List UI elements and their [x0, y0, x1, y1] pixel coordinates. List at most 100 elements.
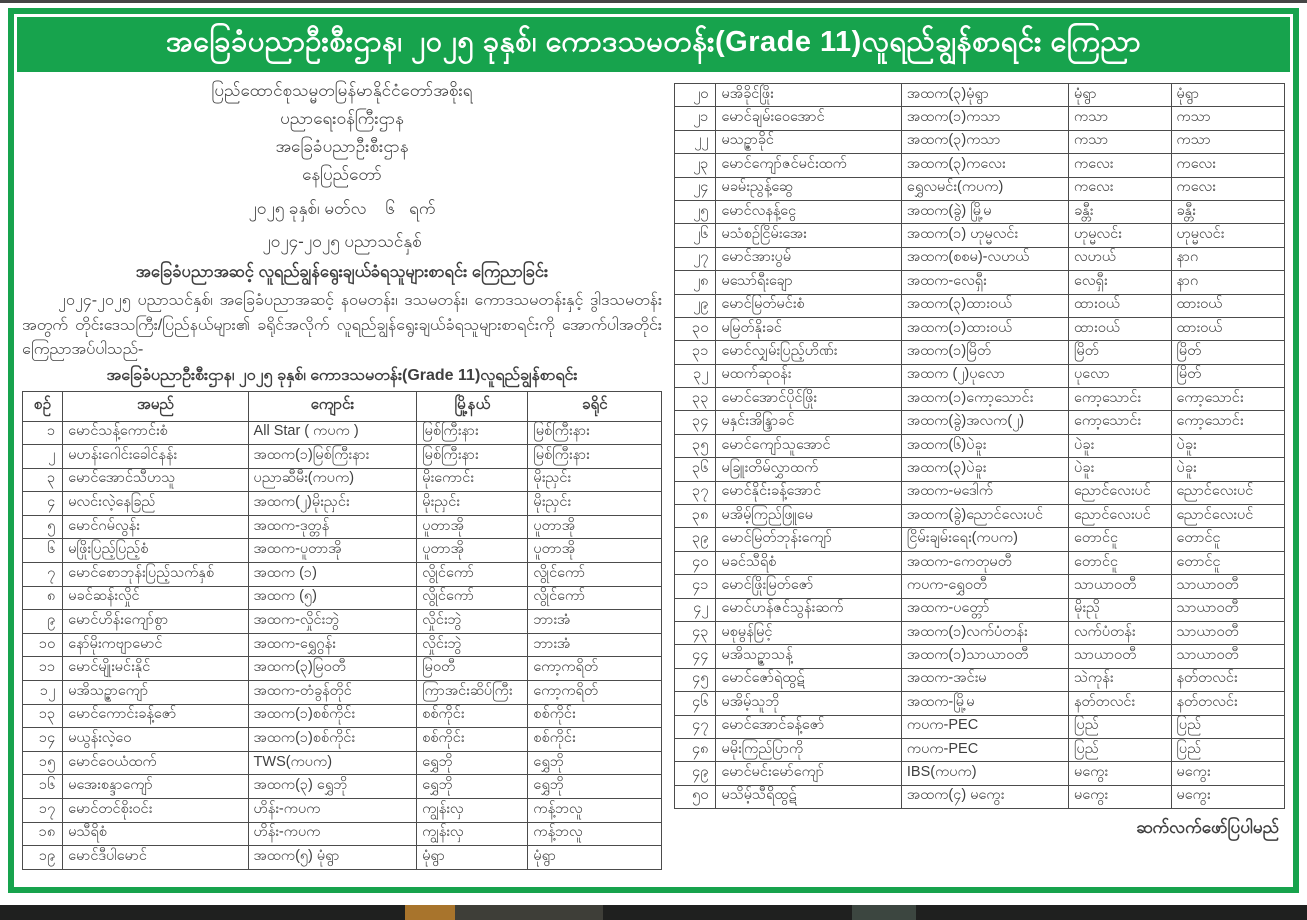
- cell-township: ထားဝယ်: [1068, 293, 1172, 318]
- table-row: ၄၄ မအိသဉ္ဇာသန့် အထက(၁)သာယာဝတီ သာယာဝတီ သာယာဝတ…: [673, 644, 1285, 669]
- table-row: ၂၃ မောင်ကျော်ဇင်မင်းထက် အထက(၃)ကလေး ကလေး ကလေး: [673, 153, 1285, 178]
- cell-no: ၄၄: [673, 644, 717, 669]
- cell-district: မကွေး: [1170, 784, 1285, 810]
- cell-township: မြစ်ကြီးနား: [416, 420, 529, 446]
- cell-school: အထက-ပတ္တော်: [900, 597, 1070, 622]
- cell-no: ၃၀: [673, 316, 717, 342]
- table-row: ၃မောင်အောင်သီဟသူ ပညာဆီမီး(ကပက) မိုးကောင်းမ…: [21, 467, 662, 493]
- table-row: ၂၂ မသဉ္ဇာခိုင် အထက(၃)ကသာ ကသာ ကသာ: [673, 129, 1285, 155]
- cell-township: လွိုင်ကော်: [416, 562, 529, 587]
- cell-school: အထက-လှိုင်းဘွဲ: [247, 609, 418, 634]
- letterhead: ပြည်ထောင်စုသမ္မတမြန်မာနိုင်ငံတော်အစိုးရပ…: [22, 77, 662, 189]
- cell-no: ၁၉: [21, 845, 64, 870]
- cell-township: မိုးညှင်း: [416, 491, 529, 516]
- cell-name: မခြူးတိမ်လွှာထက်: [715, 457, 902, 482]
- cell-school: အထက(၁) ဟုမ္မလင်း: [900, 223, 1070, 248]
- table-title: အခြေခံပညာဦးစီးဌာန၊ ၂၀၂၅ ခုနှစ်၊ ကောဒသမတန…: [106, 366, 578, 384]
- cell-no: ၂၂: [673, 129, 717, 155]
- cell-school: အထက(၃)မြဝတီ: [247, 656, 418, 682]
- cell-township: ပြည်: [1068, 714, 1172, 739]
- academic-year-line: ၂၀၂၄-၂၀၂၅ ပညာသင်နှစ်: [262, 232, 422, 251]
- cell-district: စစ်ကိုင်း: [527, 703, 662, 729]
- cell-township: လက်ပံတန်း: [1068, 620, 1172, 646]
- cell-name: မဖြိုးပြည့်ပြည့်စံ: [62, 538, 249, 564]
- cell-name: မလင်းလဲ့နေခြည်: [62, 491, 249, 516]
- cell-township: စစ်ကိုင်း: [416, 703, 529, 729]
- cell-name: မအိသဉ္ဇာသန့်: [715, 644, 902, 669]
- cell-school: အထက(၃)မုံရွာ: [900, 82, 1070, 108]
- cell-district: မုံရွာ: [527, 845, 662, 870]
- letterhead-line: အခြေခံပညာဦးစီးဌာန: [275, 137, 409, 156]
- cell-township: ရွှေဘို: [416, 750, 529, 776]
- cell-district: စစ်ကိုင်း: [527, 727, 662, 752]
- cell-school: ကပက-PEC: [900, 737, 1070, 763]
- cell-name: မောင်ဝေယံထက်: [62, 750, 249, 776]
- column-header: မြို့နယ်: [416, 390, 529, 422]
- cell-school: အထက(၁)လက်ပံတန်း: [900, 620, 1070, 646]
- cell-school: အထက(၂)မိုးညှင်း: [247, 491, 418, 516]
- cell-name: မခင်ဆန်းလှိုင်: [62, 585, 249, 611]
- cell-no: ၁၁: [21, 656, 64, 682]
- cell-school: အထက(၆)ပဲခူး: [900, 433, 1070, 459]
- cell-name: မောင်ကောင်းခန့်ဇော်: [62, 703, 249, 729]
- cell-name: မယွန်းလဲ့ဝေ: [62, 727, 249, 752]
- cell-township: ရွှေဘို: [416, 774, 529, 799]
- cell-name: မသိမ့်သီရိထွဋ်: [715, 784, 902, 810]
- cell-township: ပဲခူး: [1068, 457, 1172, 482]
- cell-no: ၂၉: [673, 293, 717, 318]
- document-content: ပြည်ထောင်စုသမ္မတမြန်မာနိုင်ငံတော်အစိုးရပ…: [14, 75, 1293, 870]
- table-row: ၄၉ မောင်မင်းမော်ကျော် IBS(ကပက) မကွေး မကွေး: [673, 761, 1285, 786]
- cell-district: ကလေး: [1170, 153, 1285, 178]
- title-banner: အခြေခံပညာဦးစီးဌာန၊ ၂၀၂၅ ခုနှစ်၊ ကောဒသမတန…: [17, 17, 1290, 72]
- cell-no: ၂: [21, 444, 64, 469]
- cell-district: နာဂ: [1170, 270, 1285, 295]
- table-row: ၃၂ မထက်ဆုဝန်း အထက (၂)ပုလော ပုလော မြိတ်: [673, 363, 1285, 389]
- cell-school: အထက(၄) မကွေး: [900, 784, 1070, 810]
- table-row: ၃၄ မနှင်းအိန္ဒြာခင် အထက(ခွဲ)အလက(၂) ကော့သောင…: [673, 410, 1285, 435]
- date-line: ၂၀၂၅ ခုနှစ်၊ မတ်လ ၆ ရက်: [248, 199, 436, 218]
- cell-name: မောင်အောင်ပိုင်ဖြိုး: [715, 387, 902, 412]
- cell-township: မကွေး: [1068, 761, 1172, 786]
- cell-name: မောင်ဟန်ဇင်သွန်းဆက်: [715, 597, 902, 622]
- cell-name: မောင်နိုင်းခန့်အောင်: [715, 480, 902, 506]
- cell-township: ပူတာအို: [416, 514, 529, 540]
- table-row: ၁၁ မောင်မျိုးမင်းနိုင် အထက(၃)မြဝတီ မြဝတီ ကော…: [21, 656, 662, 682]
- cell-district: မကွေး: [1170, 761, 1285, 786]
- cell-township: လှိုင်းဘွဲ: [416, 632, 529, 658]
- cell-no: ၃၅: [673, 433, 717, 459]
- cell-no: ၁၈: [21, 821, 64, 847]
- document-title: အခြေခံပညာဦးစီးဌာန၊ ၂၀၂၅ ခုနှစ်၊ ကောဒသမတန…: [165, 26, 1142, 58]
- letterhead-line: နေပြည်တော်: [302, 165, 382, 184]
- cell-school: All Star ( ကပက ): [247, 420, 418, 446]
- cell-school: အထက(၁)ကသာ: [900, 106, 1070, 131]
- table-row: ၂၁ မောင်ချမ်းဝေအောင် အထက(၁)ကသာ ကသာ ကသာ: [673, 106, 1285, 131]
- cell-township: စစ်ကိုင်း: [416, 727, 529, 752]
- table-row: ၂၀ မအိခိုင်ဖြိုး အထက(၃)မုံရွာ မုံရွာ မုံရွာ: [673, 82, 1285, 108]
- cell-school: အထက(၁)စစ်ကိုင်း: [247, 727, 418, 752]
- cell-no: ၄: [21, 491, 64, 516]
- cell-no: ၆: [21, 538, 64, 564]
- cell-name: မောင်ကျော်ဇင်မင်းထက်: [715, 153, 902, 178]
- cell-name: မောင်ချမ်းဝေအောင်: [715, 106, 902, 131]
- right-table-body: ၂၀ မအိခိုင်ဖြိုး အထက(၃)မုံရွာ မုံရွာ မုံရွာ၂…: [673, 82, 1285, 810]
- cell-name: မဟန်းဂေါင်းခေါင်နန်း: [62, 444, 249, 469]
- cell-no: ၁: [21, 420, 64, 446]
- cell-district: ပူတာအို: [527, 538, 662, 564]
- cell-township: ကော့သောင်း: [1068, 410, 1172, 435]
- letterhead-line: ပညာရေးဝန်ကြီးဌာန: [280, 109, 404, 128]
- table-row: ၄၁ မောင်ဖြိုးမြတ်ဇော် ကပက-ရွှေဝတီ သာယာဝတီ သာ…: [673, 574, 1285, 599]
- cell-name: မသီရိစံ: [62, 821, 249, 847]
- cell-school: ငြိမ်းချမ်းရေး(ကပက): [900, 527, 1070, 552]
- cell-no: ၄၇: [673, 714, 717, 739]
- cell-name: မောင်သန့်ကောင်းစံ: [62, 420, 249, 446]
- table-row: ၂၄ မခမ်းညွန့်ဆွေ ရွှေလမင်း(ကပက) ကလေး ကလေး: [673, 176, 1285, 201]
- cell-township: ညောင်လေးပင်: [1068, 504, 1172, 529]
- cell-no: ၂၇: [673, 246, 717, 272]
- cell-township: မြဝတီ: [416, 656, 529, 682]
- cell-district: ပြည်: [1170, 714, 1285, 739]
- cell-school: အထက(ခွဲ)ညောင်လေးပင်: [900, 504, 1070, 529]
- cell-name: မသံစဉ်ငြိမ်းအေး: [715, 223, 902, 248]
- cell-no: ၁၆: [21, 774, 64, 799]
- cell-district: နတ်တလင်း: [1170, 667, 1285, 693]
